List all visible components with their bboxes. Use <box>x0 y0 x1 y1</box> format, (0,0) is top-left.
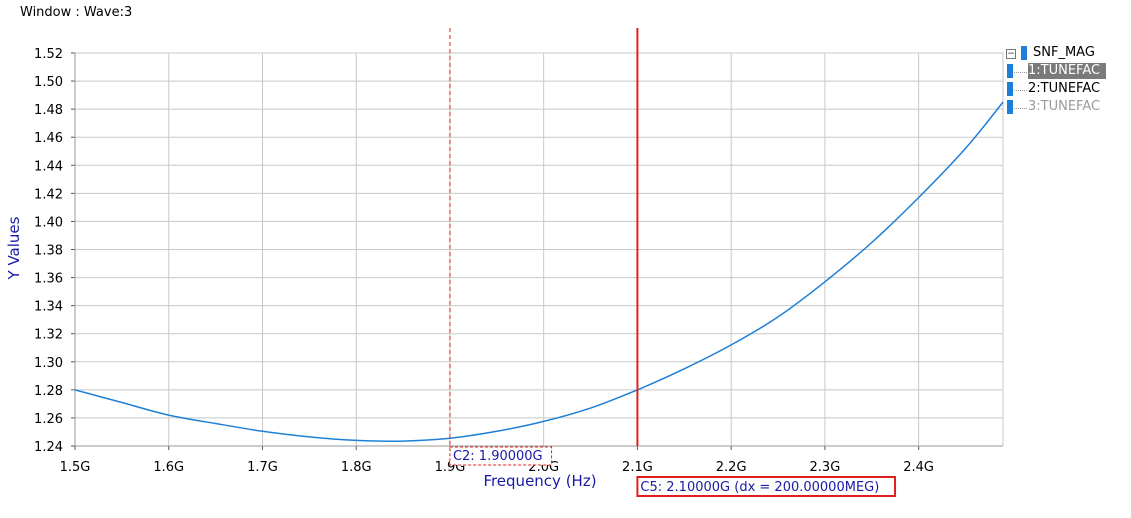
legend-item-label: 3:TUNEFAC <box>1028 99 1101 114</box>
x-tick-label: 1.5G <box>60 460 91 475</box>
collapse-icon[interactable]: − <box>1006 49 1016 59</box>
y-tick-label: 1.34 <box>34 300 63 315</box>
y-tick-label: 1.28 <box>34 384 63 399</box>
legend-color-swatch <box>1007 64 1013 78</box>
cursor-c5-label: C5: 2.10000G (dx = 200.00000MEG) <box>640 480 879 495</box>
y-tick-label: 1.24 <box>34 440 63 455</box>
y-tick-label: 1.36 <box>34 272 63 287</box>
marker-layer: C2: 1.90000G C5: 2.10000G (dx = 200.00000… <box>449 28 897 497</box>
y-tick-label: 1.26 <box>34 412 63 427</box>
x-tick-label: 1.7G <box>247 460 278 475</box>
legend-color-swatch <box>1021 46 1027 60</box>
legend-tree-connector <box>1009 72 1027 73</box>
legend-color-swatch <box>1007 100 1013 114</box>
legend-tree-connector <box>1009 90 1027 91</box>
x-tick-label: 2.2G <box>716 460 747 475</box>
x-tick-label: 2.4G <box>903 460 934 475</box>
legend-title: SNF_MAG <box>1033 45 1095 60</box>
x-tick-label: 1.6G <box>153 460 184 475</box>
series-line[interactable] <box>74 101 1004 442</box>
axis-layer: 1.24 1.26 1.28 1.30 1.32 1.34 1.36 1.38 1.40 1.42… <box>34 47 1003 475</box>
legend-item-label: 1:TUNEFAC <box>1028 63 1107 79</box>
y-tick-label: 1.44 <box>34 159 63 174</box>
window-title: Window : Wave:3 <box>20 5 133 20</box>
legend-item-label: 2:TUNEFAC <box>1028 81 1101 96</box>
y-tick-label: 1.40 <box>34 215 63 230</box>
cursor-c2-label: C2: 1.90000G <box>453 449 543 464</box>
legend-color-swatch <box>1007 82 1013 96</box>
cursor-c2-label-box[interactable] <box>449 446 553 466</box>
y-tick-label: 1.30 <box>34 356 63 371</box>
y-tick-label: 1.50 <box>34 75 63 90</box>
y-tick-label: 1.52 <box>34 47 63 62</box>
y-axis-label: Y Values <box>5 216 23 280</box>
series-layer <box>74 101 1004 442</box>
y-tick-label: 1.46 <box>34 131 63 146</box>
y-tick-label: 1.32 <box>34 328 63 343</box>
y-tick-label: 1.38 <box>34 244 63 259</box>
x-tick-label: 2.3G <box>810 460 841 475</box>
cursor-c5-label-box[interactable] <box>636 476 897 497</box>
x-tick-label: 1.8G <box>341 460 372 475</box>
x-axis-label: Frequency (Hz) <box>483 472 596 490</box>
x-tick-label: 2.1G <box>622 460 653 475</box>
y-tick-label: 1.42 <box>34 187 63 202</box>
legend-tree-connector <box>1009 108 1027 109</box>
y-tick-label: 1.48 <box>34 103 63 118</box>
